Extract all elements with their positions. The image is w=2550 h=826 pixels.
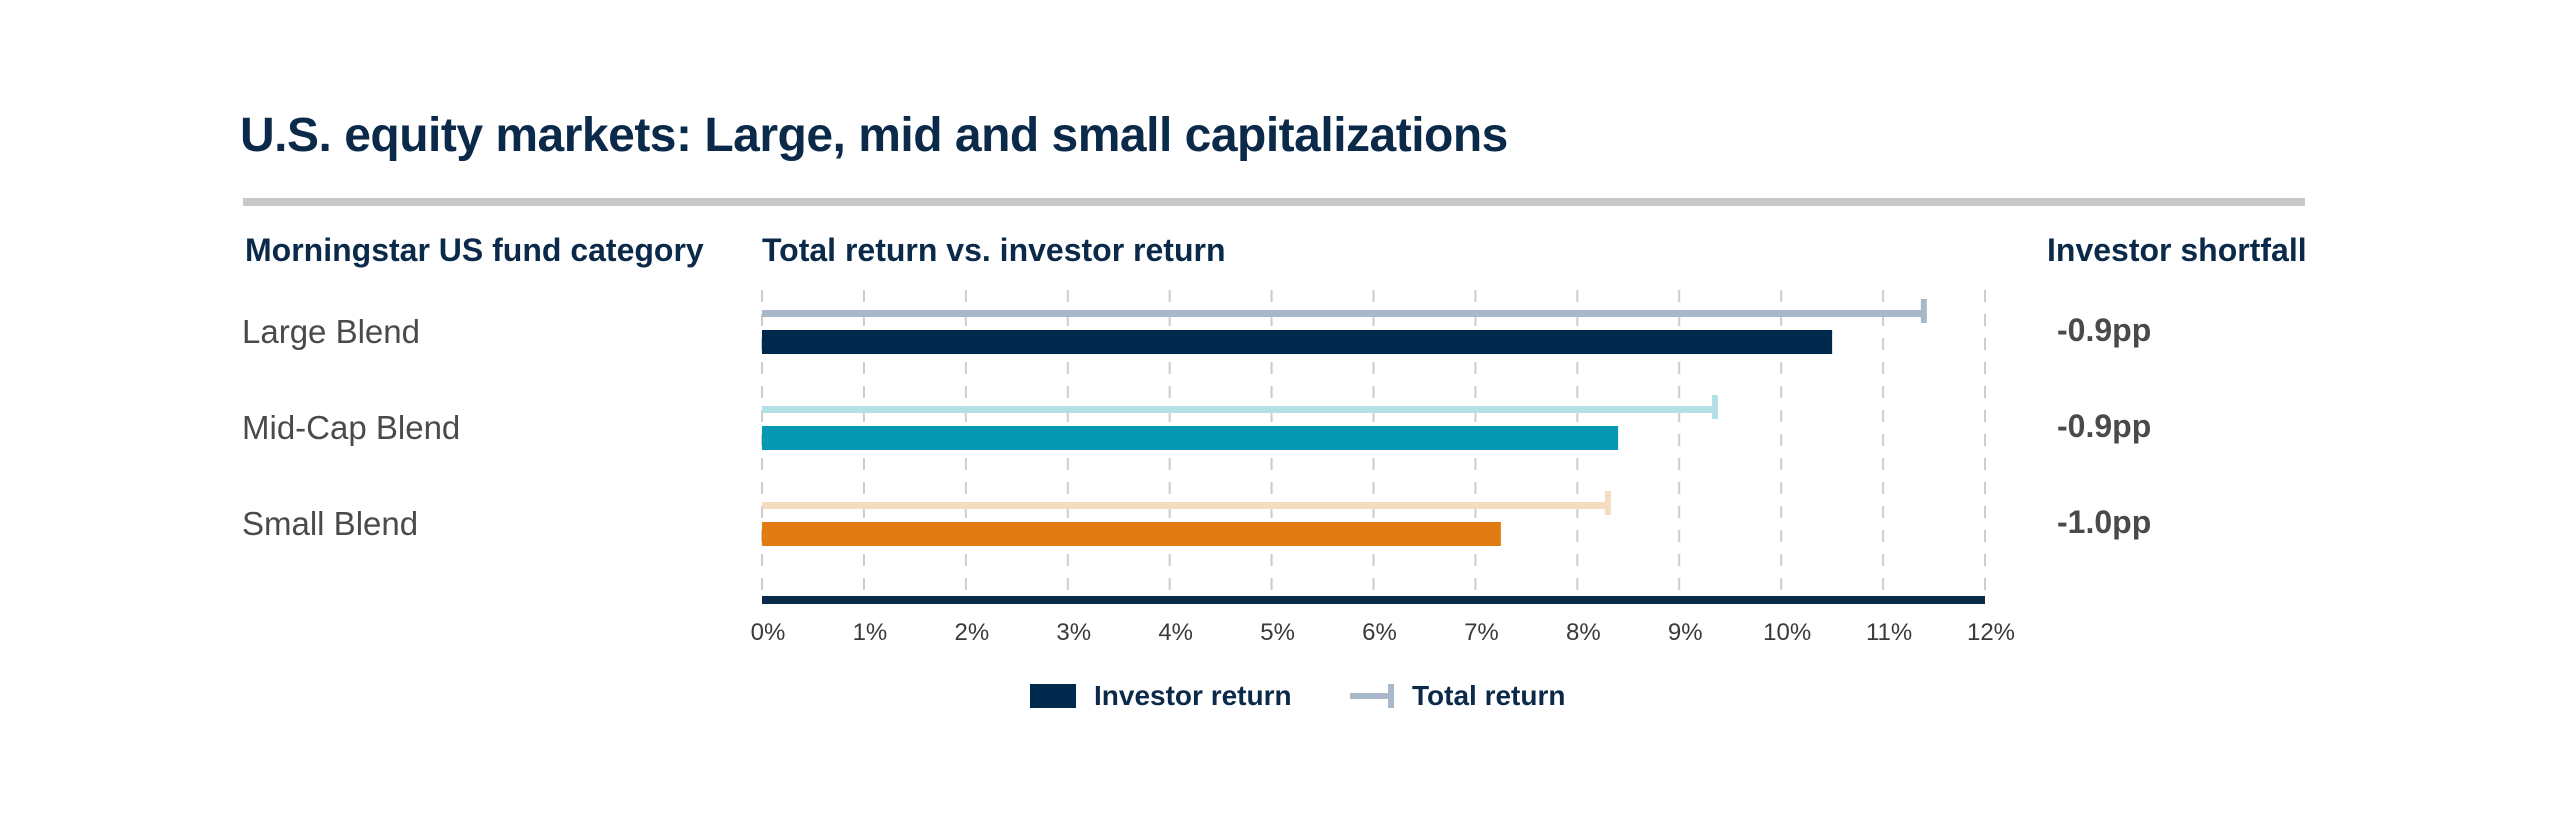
- chart-legend: Investor return Total return: [0, 676, 2550, 716]
- legend-label-total: Total return: [1412, 680, 1566, 711]
- x-tick-label: 0%: [751, 619, 786, 646]
- total-return-cap: [1604, 491, 1611, 515]
- x-tick-label: 12%: [1967, 619, 2015, 646]
- shortfall-value: -1.0pp: [2057, 504, 2151, 540]
- legend-item-total: Total return: [1350, 676, 1565, 716]
- legend-label-investor: Investor return: [1094, 680, 1292, 711]
- x-tick-label: 7%: [1464, 619, 1499, 646]
- total-return-line: [762, 406, 1715, 413]
- investor-return-bar: [762, 522, 1501, 546]
- shortfall-value: -0.9pp: [2057, 312, 2151, 348]
- column-header-shortfall: Investor shortfall: [2047, 232, 2307, 268]
- total-return-cap: [1711, 395, 1718, 419]
- column-header-category: Morningstar US fund category: [245, 232, 704, 268]
- category-label: Large Blend: [242, 313, 420, 350]
- total-return-line: [762, 502, 1608, 509]
- investor-return-bar: [762, 330, 1833, 354]
- x-tick-label: 9%: [1668, 619, 1703, 646]
- x-axis-line: [762, 596, 1985, 604]
- x-tick-label: 11%: [1866, 619, 1912, 646]
- x-tick-label: 2%: [954, 619, 989, 646]
- column-header-chart: Total return vs. investor return: [762, 232, 1226, 268]
- total-return-line: [762, 310, 1924, 317]
- legend-item-investor: Investor return: [1030, 676, 1292, 716]
- legend-swatch-investor: [1030, 684, 1076, 708]
- x-tick-label: 10%: [1763, 619, 1811, 646]
- title-divider: [243, 198, 2305, 206]
- x-tick-label: 6%: [1362, 619, 1397, 646]
- category-label: Small Blend: [242, 505, 418, 542]
- investor-return-bar: [762, 426, 1619, 450]
- total-return-cap: [1920, 299, 1927, 323]
- legend-swatch-total: [1350, 684, 1394, 708]
- category-label: Mid-Cap Blend: [242, 409, 460, 446]
- page-title: U.S. equity markets: Large, mid and smal…: [240, 109, 1508, 162]
- x-tick-label: 1%: [853, 619, 888, 646]
- x-tick-label: 4%: [1158, 619, 1193, 646]
- x-tick-label: 5%: [1260, 619, 1295, 646]
- shortfall-value: -0.9pp: [2057, 408, 2151, 444]
- x-tick-label: 8%: [1566, 619, 1601, 646]
- x-tick-label: 3%: [1056, 619, 1091, 646]
